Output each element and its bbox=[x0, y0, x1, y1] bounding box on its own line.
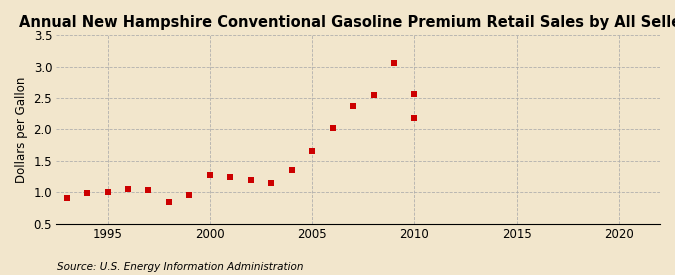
Point bbox=[82, 191, 92, 195]
Point bbox=[102, 189, 113, 194]
Text: Source: U.S. Energy Information Administration: Source: U.S. Energy Information Administ… bbox=[57, 262, 304, 272]
Point bbox=[245, 177, 256, 182]
Point bbox=[409, 92, 420, 96]
Point bbox=[306, 149, 317, 154]
Point bbox=[348, 103, 358, 108]
Point bbox=[225, 174, 236, 179]
Point bbox=[184, 193, 195, 197]
Point bbox=[123, 187, 134, 191]
Point bbox=[266, 181, 277, 185]
Y-axis label: Dollars per Gallon: Dollars per Gallon bbox=[15, 76, 28, 183]
Point bbox=[163, 200, 174, 204]
Point bbox=[368, 93, 379, 97]
Point bbox=[61, 195, 72, 200]
Point bbox=[327, 126, 338, 130]
Title: Annual New Hampshire Conventional Gasoline Premium Retail Sales by All Sellers: Annual New Hampshire Conventional Gasoli… bbox=[19, 15, 675, 30]
Point bbox=[286, 167, 297, 172]
Point bbox=[389, 61, 400, 65]
Point bbox=[205, 173, 215, 177]
Point bbox=[143, 188, 154, 192]
Point bbox=[409, 116, 420, 120]
